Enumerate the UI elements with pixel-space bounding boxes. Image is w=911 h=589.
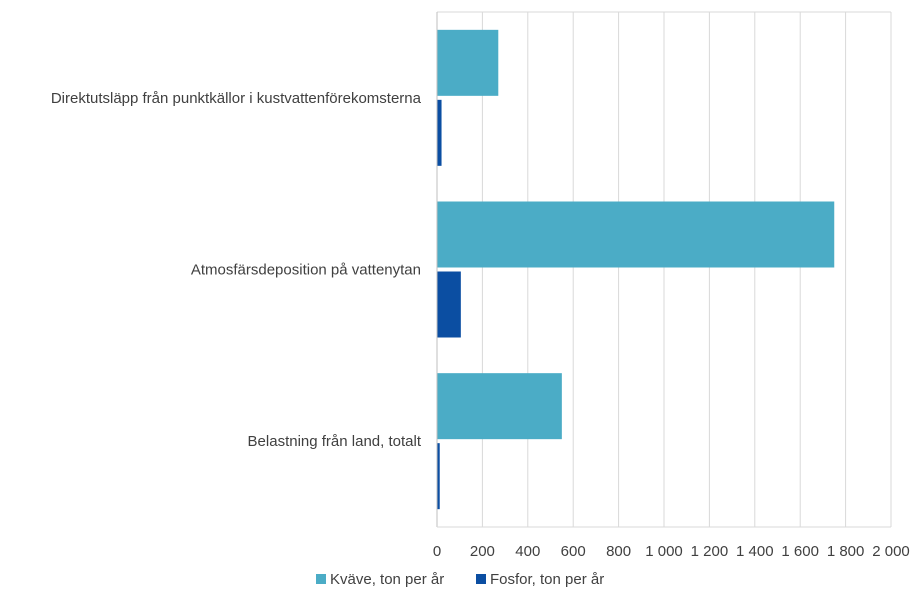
bar-kvave-2: [437, 373, 562, 440]
x-tick-label: 0: [433, 543, 441, 560]
bar-kvave-1: [437, 201, 835, 268]
x-tick-label: 1 000: [645, 543, 683, 560]
x-tick-label: 1 800: [827, 543, 865, 560]
legend-label: Fosfor, ton per år: [490, 571, 604, 588]
x-tick-label: 200: [470, 543, 495, 560]
category-label: Atmosfärsdeposition på vattenytan: [191, 262, 421, 279]
category-label: Belastning från land, totalt: [248, 433, 422, 450]
category-label: Direktutsläpp från punktkällor i kustvat…: [51, 90, 422, 107]
x-tick-label: 600: [561, 543, 586, 560]
category-labels: Direktutsläpp från punktkällor i kustvat…: [51, 90, 422, 450]
legend-swatch: [316, 574, 326, 584]
bar-fosfor-0: [437, 99, 442, 166]
legend-label: Kväve, ton per år: [330, 571, 444, 588]
bar-fosfor-1: [437, 271, 461, 338]
bar-kvave-0: [437, 29, 499, 96]
x-tick-label: 800: [606, 543, 631, 560]
axes: [436, 12, 891, 528]
bars: [437, 29, 835, 510]
x-tick-label: 400: [515, 543, 540, 560]
legend: Kväve, ton per år Fosfor, ton per år: [316, 571, 604, 588]
grid-lines: [437, 11, 892, 527]
x-tick-labels: 0 200 400 600 800 1 000 1 200 1 400 1 600 1 800 2 …: [433, 543, 910, 560]
x-tick-label: 1 400: [736, 543, 774, 560]
x-tick-label: 1 600: [781, 543, 819, 560]
bar-fosfor-2: [437, 443, 440, 510]
x-tick-label: 2 000: [872, 543, 910, 560]
legend-swatch: [476, 574, 486, 584]
x-tick-label: 1 200: [691, 543, 729, 560]
